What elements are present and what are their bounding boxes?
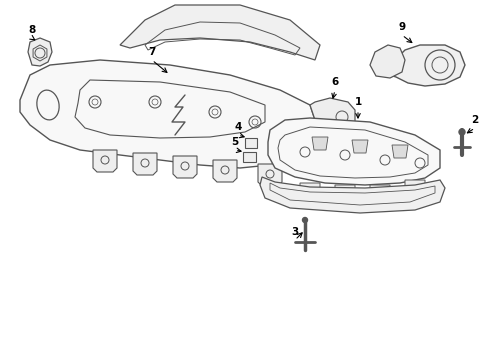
Text: 3: 3 (292, 227, 298, 237)
Text: 9: 9 (398, 22, 406, 32)
Polygon shape (370, 185, 390, 205)
Polygon shape (300, 183, 320, 203)
Polygon shape (133, 153, 157, 175)
Polygon shape (405, 180, 425, 200)
Polygon shape (260, 177, 445, 213)
Circle shape (459, 129, 465, 135)
Text: 2: 2 (471, 115, 479, 125)
Circle shape (302, 217, 308, 222)
Polygon shape (20, 60, 315, 168)
Polygon shape (352, 140, 368, 153)
Text: 8: 8 (28, 25, 36, 35)
Text: 4: 4 (234, 122, 242, 132)
Polygon shape (335, 185, 355, 205)
Polygon shape (213, 160, 237, 182)
Polygon shape (245, 138, 257, 148)
Polygon shape (173, 156, 197, 178)
Polygon shape (258, 164, 282, 186)
Polygon shape (243, 152, 256, 162)
Text: 5: 5 (231, 137, 239, 147)
Polygon shape (370, 45, 405, 78)
Polygon shape (310, 98, 355, 132)
Polygon shape (28, 38, 52, 66)
Polygon shape (312, 137, 328, 150)
Text: 6: 6 (331, 77, 339, 87)
Text: 1: 1 (354, 97, 362, 107)
Polygon shape (268, 118, 440, 185)
Polygon shape (93, 150, 117, 172)
Polygon shape (390, 45, 465, 86)
Text: 7: 7 (148, 47, 156, 57)
Polygon shape (392, 145, 408, 158)
Polygon shape (120, 5, 320, 60)
